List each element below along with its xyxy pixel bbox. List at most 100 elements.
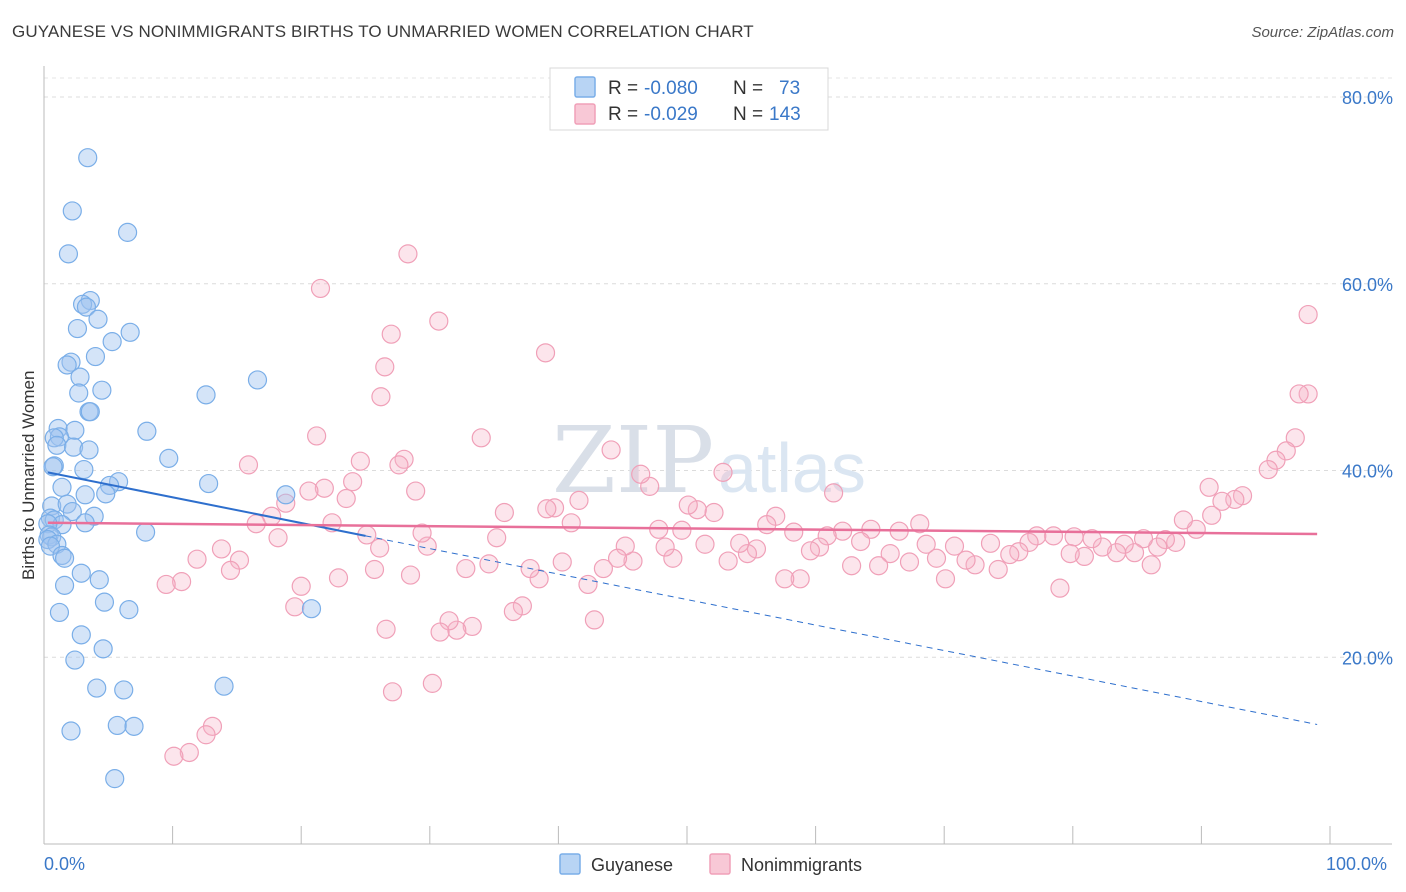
guyanese-point-15: [247, 370, 268, 390]
guyanese-point-57: [71, 563, 91, 583]
nonimmigrants-point-110: [400, 565, 421, 585]
nonimmigrants-point-24: [1141, 555, 1161, 575]
chart-title: GUYANESE VS NONIMMIGRANTS BIRTHS TO UNMA…: [12, 22, 754, 41]
nonimmigrants-point-99: [479, 554, 499, 574]
legend-r-value-1: -0.080: [644, 78, 698, 99]
nonimmigrants-point-81: [623, 551, 643, 571]
guyanese-point-62: [301, 599, 322, 619]
guyanese-point-11: [85, 346, 106, 367]
y-tick-label-0: 20.0%: [1342, 648, 1393, 668]
guyanese-point-27: [63, 437, 84, 457]
nonimmigrants-point-3: [381, 324, 401, 344]
nonimmigrants-point-112: [389, 455, 409, 475]
guyanese-point-2: [117, 222, 138, 242]
nonimmigrants-point-88: [569, 490, 589, 510]
nonimmigrants-point-84: [601, 440, 621, 460]
nonimmigrants-point-89: [561, 513, 581, 533]
guyanese-point-66: [65, 650, 85, 670]
legend-n-value-1: 73: [779, 78, 800, 99]
nonimmigrants-point-51: [880, 544, 900, 564]
nonimmigrants-point-5: [375, 357, 395, 377]
nonimmigrants-point-114: [376, 619, 396, 639]
guyanese-point-37: [96, 484, 116, 504]
guyanese-point-16: [92, 380, 112, 400]
guyanese-point-49: [135, 522, 156, 542]
guyanese-point-39: [276, 485, 296, 505]
guyanese-point-69: [214, 676, 234, 696]
guyanese-point-3: [58, 244, 79, 264]
nonimmigrants-point-125: [299, 481, 319, 501]
nonimmigrants-point-34: [1050, 578, 1070, 598]
nonimmigrants-point-1: [310, 278, 331, 299]
legend-box: R = -0.080 N = 73 R = -0.029 N = 143: [549, 67, 829, 131]
nonimmigrants-point-25: [1133, 529, 1154, 549]
guyanese-trend-extension: [365, 535, 1318, 725]
nonimmigrants-point-86: [584, 610, 605, 630]
nonimmigrants-point-74: [678, 495, 698, 515]
nonimmigrants-point-129: [268, 528, 288, 548]
guyanese-point-71: [107, 715, 127, 736]
nonimmigrants-point-141: [164, 746, 184, 766]
nonimmigrants-point-109: [406, 481, 426, 501]
nonimmigrants-point-80: [631, 464, 651, 484]
bottom-legend-swatch-nonimmigrants: [709, 853, 731, 875]
nonimmigrants-point-49: [899, 552, 920, 572]
nonimmigrants-point-108: [412, 523, 432, 543]
nonimmigrants-point-40: [988, 559, 1008, 580]
nonimmigrants-point-105: [430, 622, 450, 642]
nonimmigrants-point-62: [784, 522, 804, 542]
nonimmigrants-point-140: [172, 572, 192, 592]
guyanese-point-36: [52, 477, 72, 497]
nonimmigrants-point-71: [704, 502, 724, 523]
nonimmigrants-point-7: [1298, 304, 1318, 325]
nonimmigrants-point-61: [790, 569, 810, 589]
guyanese-point-72: [124, 716, 144, 736]
nonimmigrants-point-13: [1258, 459, 1278, 480]
nonimmigrants-point-116: [364, 559, 385, 580]
guyanese-point-26: [47, 435, 67, 455]
nonimmigrants-point-35: [1043, 526, 1064, 546]
nonimmigrants-point-106: [422, 673, 442, 693]
nonimmigrants-point-39: [1000, 544, 1020, 565]
nonimmigrants-point-69: [718, 551, 738, 571]
trend-lines: [47, 471, 1318, 725]
nonimmigrants-point-119: [343, 472, 363, 492]
guyanese-point-0: [78, 148, 98, 168]
legend-n-value-2: 143: [769, 104, 801, 125]
nonimmigrants-point-123: [314, 478, 334, 498]
nonimmigrants-point-33: [1060, 544, 1080, 564]
nonimmigrants-point-76: [663, 548, 683, 568]
nonimmigrants-point-139: [179, 742, 199, 763]
x-tick-label-min: 0.0%: [44, 854, 85, 874]
nonimmigrants-point-60: [800, 541, 821, 561]
nonimmigrants-point-58: [817, 526, 837, 546]
nonimmigrants-point-77: [655, 537, 675, 557]
nonimmigrants-point-45: [935, 569, 956, 589]
guyanese-point-18: [196, 385, 216, 405]
nonimmigrants-point-101: [462, 616, 482, 637]
nonimmigrants-point-111: [394, 449, 414, 469]
guyanese-point-63: [49, 602, 70, 623]
bottom-legend: Guyanese Nonimmigrants: [559, 853, 862, 875]
guyanese-point-67: [87, 678, 107, 698]
guyanese-point-10: [102, 332, 122, 352]
legend-n-label-2: N =: [733, 104, 763, 125]
bottom-legend-swatch-guyanese: [559, 853, 581, 875]
guyanese-point-28: [79, 440, 99, 460]
nonimmigrants-point-56: [833, 521, 853, 541]
nonimmigrants-point-90: [552, 552, 572, 572]
guyanese-point-7: [88, 309, 108, 329]
nonimmigrants-point-91: [544, 498, 565, 518]
nonimmigrants-point-85: [593, 558, 614, 579]
guyanese-point-30: [44, 456, 64, 476]
nonimmigrants-point-127: [285, 597, 305, 617]
y-tick-labels: 20.0% 40.0% 60.0% 80.0%: [1342, 88, 1393, 668]
nonimmigrants-point-57: [824, 483, 844, 503]
nonimmigrants-point-43: [956, 550, 976, 570]
nonimmigrants-point-126: [291, 576, 311, 596]
guyanese-point-55: [52, 545, 72, 566]
nonimmigrants-point-120: [336, 488, 356, 509]
guyanese-point-35: [199, 473, 219, 494]
bottom-legend-guyanese: Guyanese: [591, 855, 673, 875]
nonimmigrants-point-137: [196, 725, 216, 745]
